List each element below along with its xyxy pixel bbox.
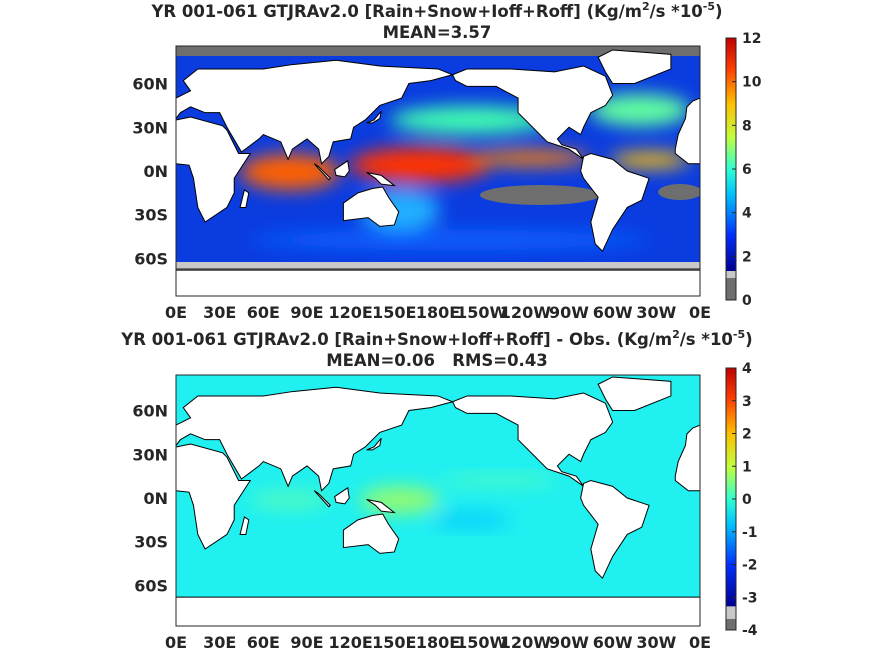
title-part: )	[715, 2, 723, 21]
title-part: )	[745, 330, 753, 349]
lat-label: 30N	[132, 445, 168, 464]
title-part: 2	[642, 0, 650, 13]
lat-label: 60S	[134, 249, 168, 268]
title-part: 2	[672, 328, 680, 341]
colorbar-tick-label: 10	[742, 75, 762, 91]
lat-label: 60N	[132, 75, 168, 94]
colorbar-tick-label: 4	[742, 361, 752, 377]
lon-label: 90W	[549, 303, 589, 322]
map	[176, 375, 700, 626]
lat-label: 0N	[143, 162, 168, 181]
lon-label: 0E	[165, 303, 187, 322]
lon-label: 120E	[329, 633, 373, 652]
map	[176, 46, 700, 296]
lat-label: 30N	[132, 118, 168, 137]
colorbar-tick-label: 8	[742, 118, 752, 134]
lon-label: 90E	[290, 303, 323, 322]
lon-label: 30W	[636, 303, 676, 322]
lon-label: 0E	[689, 303, 711, 322]
colorbar-tick-label: 0	[742, 293, 752, 309]
lon-label: 120W	[500, 303, 551, 322]
colorbar-tick-label: 2	[742, 249, 752, 265]
lon-label: 150W	[456, 303, 507, 322]
title-part: -5	[733, 328, 745, 341]
title-part: /s *10	[680, 330, 733, 349]
lat-label: 60N	[132, 402, 168, 421]
colorbar-tick-label: -1	[742, 525, 758, 541]
lon-label: 180E	[416, 303, 460, 322]
panel-subtitle: MEAN=0.06 RMS=0.43	[326, 351, 548, 370]
lon-label: 60W	[593, 633, 633, 652]
lon-label: 90E	[290, 633, 323, 652]
lon-label: 150E	[372, 303, 416, 322]
lat-label: 60S	[134, 576, 168, 595]
lat-label: 30S	[134, 533, 168, 552]
colorbar-tick-label: 0	[742, 492, 752, 508]
colorbar-tick-label: -4	[742, 623, 758, 639]
title-part: YR 001-061 GTJRAv2.0 [Rain+Snow+Ioff+Rof…	[150, 2, 642, 21]
title-part: -5	[703, 0, 715, 13]
lon-label: 30E	[203, 303, 236, 322]
map-frame	[175, 45, 701, 297]
lon-label: 0E	[165, 633, 187, 652]
lon-label: 120E	[329, 303, 373, 322]
title-part: /s *10	[650, 2, 703, 21]
map-frame	[175, 374, 701, 627]
colorbar-tick-label: 6	[742, 162, 752, 178]
lon-label: 30E	[203, 633, 236, 652]
colorbar-tick-label: 4	[742, 206, 752, 222]
lat-label: 30S	[134, 206, 168, 225]
lon-label: 150E	[372, 633, 416, 652]
colorbar-tick-label: 2	[742, 427, 752, 443]
lon-label: 90W	[549, 633, 589, 652]
lon-label: 60W	[593, 303, 633, 322]
colorbar-tick-label: -3	[742, 590, 758, 606]
lon-label: 0E	[689, 633, 711, 652]
lat-label: 0N	[143, 489, 168, 508]
colorbar-tick-label: -2	[742, 558, 758, 574]
panel-subtitle: MEAN=3.57	[383, 23, 492, 42]
panel-title: YR 001-061 GTJRAv2.0 [Rain+Snow+Ioff+Rof…	[150, 0, 722, 21]
lon-label: 30W	[636, 633, 676, 652]
lon-label: 180E	[416, 633, 460, 652]
lon-label: 150W	[456, 633, 507, 652]
panel-title: YR 001-061 GTJRAv2.0 [Rain+Snow+Ioff+Rof…	[120, 328, 752, 349]
colorbar-tick-label: 3	[742, 394, 752, 410]
title-part: YR 001-061 GTJRAv2.0 [Rain+Snow+Ioff+Rof…	[120, 330, 672, 349]
lon-label: 60E	[247, 633, 280, 652]
colorbar-tick-label: 1	[742, 459, 752, 475]
colorbar-tick-label: 12	[742, 31, 761, 47]
lon-label: 60E	[247, 303, 280, 322]
lon-label: 120W	[500, 633, 551, 652]
